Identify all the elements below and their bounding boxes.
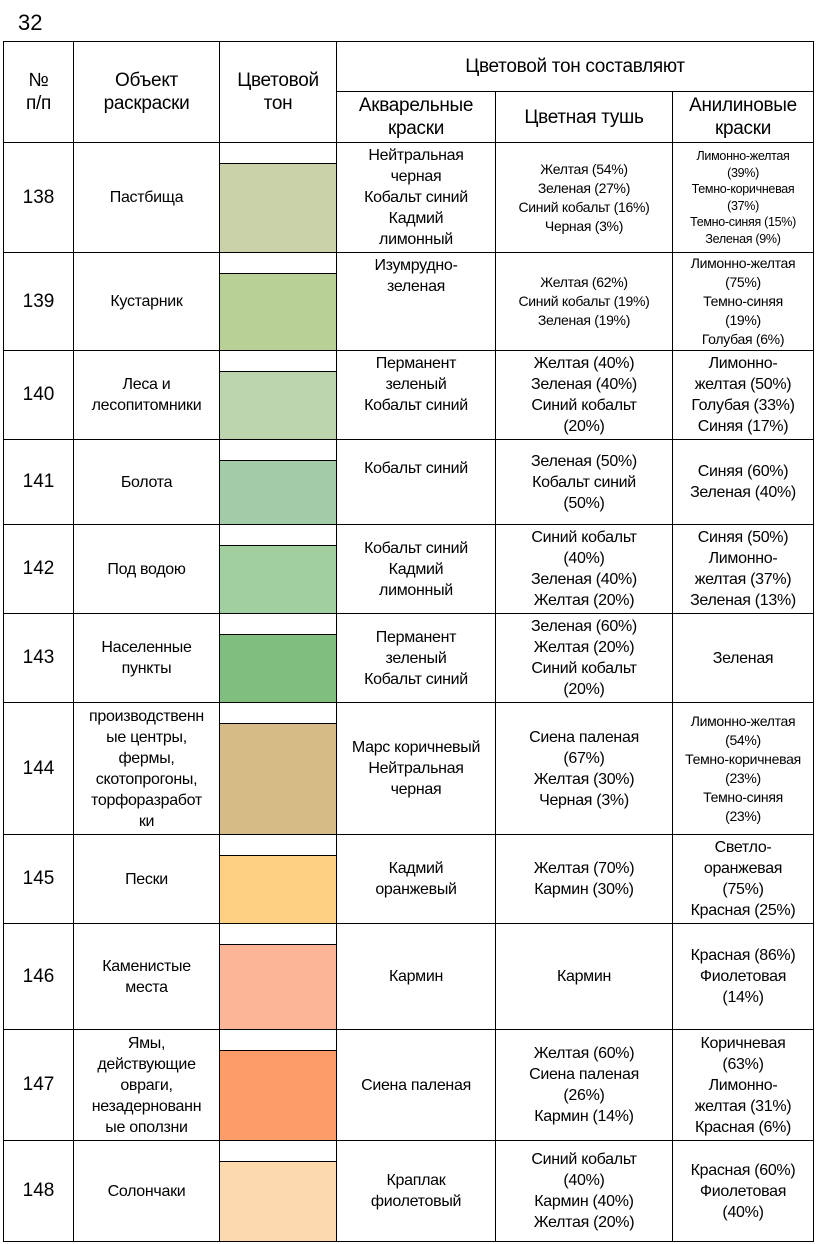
table-row: 142 Под водою Кобальт синий Кадмий лимон… — [3, 524, 815, 614]
row-ink: Желтая (54%) Зеленая (27%) Синий кобальт… — [495, 142, 673, 253]
row-watercolor: Перманент зеленый Кобальт синий — [336, 350, 496, 440]
row-aniline: Лимонно-желтая (75%) Темно-синяя (19%) Г… — [671, 252, 815, 351]
header-object: Объект раскраски — [73, 41, 220, 143]
row-object: Населенные пункты — [73, 613, 220, 703]
color-swatch — [220, 1050, 336, 1140]
header-ink: Цветная тушь — [495, 91, 673, 143]
table-row: 144 производственн ые центры, фермы, ско… — [3, 702, 815, 835]
row-aniline: Коричневая (63%) Лимонно- желтая (31%) К… — [671, 1029, 815, 1141]
row-watercolor: Кармин — [336, 923, 496, 1030]
row-ink: Кармин — [495, 923, 673, 1030]
row-aniline: Синяя (50%) Лимонно- желтая (37%) Зелена… — [671, 524, 815, 614]
row-number: 146 — [3, 923, 74, 1030]
row-aniline: Синяя (60%) Зеленая (40%) — [671, 439, 815, 525]
color-swatch — [220, 460, 336, 524]
row-object: Ямы, действующие овраги, незадернованн ы… — [73, 1029, 220, 1141]
color-swatch — [220, 944, 336, 1029]
row-object: Кустарник — [73, 252, 220, 351]
row-watercolor: Кобальт синий — [336, 439, 496, 525]
color-swatch — [220, 723, 336, 834]
row-ink: Синий кобальт (40%) Кармин (40%) Желтая … — [495, 1140, 673, 1242]
table-row: 148 Солончаки Краплак фиолетовый Синий к… — [3, 1140, 815, 1242]
row-number: 148 — [3, 1140, 74, 1242]
row-ink: Желтая (62%) Синий кобальт (19%) Зеленая… — [495, 252, 673, 351]
tone-cell — [219, 613, 337, 703]
tone-cell — [219, 834, 337, 924]
header-num: № п/п — [3, 41, 74, 143]
row-aniline: Красная (86%) Фиолетовая (14%) — [671, 923, 815, 1030]
row-watercolor: Нейтральная черная Кобальт синий Кадмий … — [336, 142, 496, 253]
row-number: 143 — [3, 613, 74, 703]
row-object: Болота — [73, 439, 220, 525]
table-row: 147 Ямы, действующие овраги, незадернова… — [3, 1029, 815, 1141]
row-object: Леса и лесопитомники — [73, 350, 220, 440]
tone-cell — [219, 252, 337, 351]
tone-cell — [219, 1140, 337, 1242]
row-ink: Желтая (70%) Кармин (30%) — [495, 834, 673, 924]
row-aniline: Лимонно- желтая (50%) Голубая (33%) Синя… — [671, 350, 815, 440]
row-ink: Синий кобальт (40%) Зеленая (40%) Желтая… — [495, 524, 673, 614]
table-row: 145 Пески Кадмий оранжевый Желтая (70%) … — [3, 834, 815, 924]
color-tone-table: № п/п Объект раскраски Цветовой тон Цвет… — [3, 41, 815, 1242]
tone-cell — [219, 350, 337, 440]
row-ink: Зеленая (60%) Желтая (20%) Синий кобальт… — [495, 613, 673, 703]
page-number: 32 — [18, 10, 43, 35]
row-ink: Желтая (60%) Сиена паленая (26%) Кармин … — [495, 1029, 673, 1141]
header-tone: Цветовой тон — [219, 41, 337, 143]
row-object: Каменистые места — [73, 923, 220, 1030]
row-watercolor: Краплак фиолетовый — [336, 1140, 496, 1242]
table-row: 140 Леса и лесопитомники Перманент зелен… — [3, 350, 815, 440]
table-row: 143 Населенные пункты Перманент зеленый … — [3, 613, 815, 703]
header-watercolor: Акварельные краски — [336, 91, 496, 143]
row-object: Пески — [73, 834, 220, 924]
row-aniline: Лимонно-желтая (39%) Темно-коричневая (3… — [671, 142, 815, 253]
row-ink: Сиена паленая (67%) Желтая (30%) Черная … — [495, 702, 673, 835]
row-number: 139 — [3, 252, 74, 351]
color-swatch — [220, 545, 336, 613]
row-number: 140 — [3, 350, 74, 440]
table-row: 141 Болота Кобальт синий Зеленая (50%) К… — [3, 439, 815, 525]
row-watercolor: Марс коричневый Нейтральная черная — [336, 702, 496, 835]
row-number: 141 — [3, 439, 74, 525]
color-swatch — [220, 273, 336, 350]
row-watercolor: Кобальт синий Кадмий лимонный — [336, 524, 496, 614]
row-ink: Желтая (40%) Зеленая (40%) Синий кобальт… — [495, 350, 673, 440]
row-aniline: Светло- оранжевая (75%) Красная (25%) — [671, 834, 815, 924]
tone-cell — [219, 702, 337, 835]
row-object: Пастбища — [73, 142, 220, 253]
row-aniline: Лимонно-желтая (54%) Темно-коричневая (2… — [671, 702, 815, 835]
row-object: Под водою — [73, 524, 220, 614]
header-components: Цветовой тон составляют — [335, 41, 815, 92]
row-watercolor: Изумрудно- зеленая — [336, 252, 496, 351]
row-watercolor: Кадмий оранжевый — [336, 834, 496, 924]
row-object: Солончаки — [73, 1140, 220, 1242]
row-number: 142 — [3, 524, 74, 614]
color-swatch — [220, 855, 336, 923]
tone-cell — [219, 142, 337, 253]
tone-cell — [219, 524, 337, 614]
table-row: 146 Каменистые места Кармин Кармин Красн… — [3, 923, 815, 1030]
color-swatch — [220, 371, 336, 439]
row-number: 145 — [3, 834, 74, 924]
color-swatch — [220, 1161, 336, 1241]
tone-cell — [219, 923, 337, 1030]
tone-cell — [219, 1029, 337, 1141]
row-object: производственн ые центры, фермы, скотопр… — [73, 702, 220, 835]
row-ink: Зеленая (50%) Кобальт синий (50%) — [495, 439, 673, 525]
row-watercolor: Перманент зеленый Кобальт синий — [336, 613, 496, 703]
row-number: 144 — [3, 702, 74, 835]
row-watercolor: Сиена паленая — [336, 1029, 496, 1141]
row-number: 147 — [3, 1029, 74, 1141]
table-row: 138 Пастбища Нейтральная черная Кобальт … — [3, 142, 815, 253]
color-swatch — [220, 163, 336, 252]
table-row: 139 Кустарник Изумрудно- зеленая Желтая … — [3, 252, 815, 351]
row-aniline: Красная (60%) Фиолетовая (40%) — [671, 1140, 815, 1242]
color-swatch — [220, 634, 336, 702]
row-number: 138 — [3, 142, 74, 253]
tone-cell — [219, 439, 337, 525]
header-aniline: Анилиновые краски — [671, 91, 815, 143]
row-aniline: Зеленая — [671, 613, 815, 703]
